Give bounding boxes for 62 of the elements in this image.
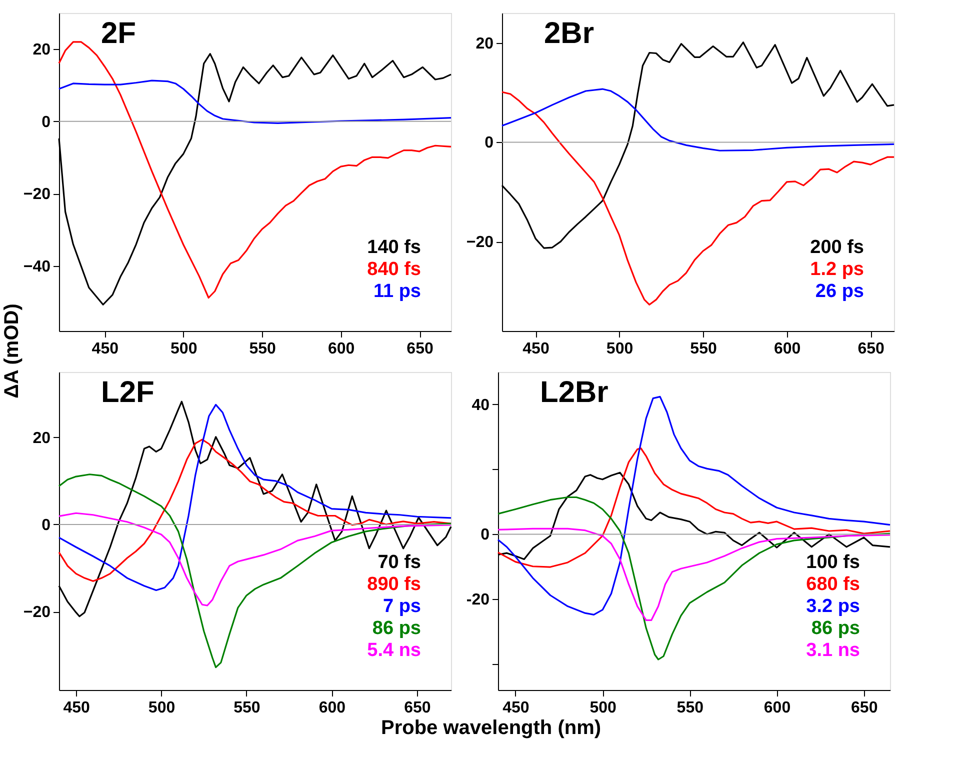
y-tick-label: −40 (23, 258, 51, 276)
x-tick-label: 500 (606, 340, 634, 358)
line-series (501, 88, 895, 152)
x-tick-label: 600 (318, 700, 346, 716)
text: 140 fs (367, 237, 421, 258)
y-tick-label: 0 (42, 114, 51, 131)
line-series (497, 447, 891, 568)
text: 11 ps (373, 281, 421, 302)
y-tick-label: 20 (32, 42, 51, 59)
text: 86 ps (811, 618, 860, 639)
text: 3.2 ps (806, 596, 860, 617)
text: 200 fs (810, 237, 864, 258)
text: 1.2 ps (810, 259, 864, 280)
x-tick-label: 550 (249, 340, 276, 358)
x-tick-label: 450 (92, 340, 119, 358)
y-tick-label: −20 (466, 234, 494, 252)
x-tick-label: 600 (764, 700, 791, 716)
x-tick-label: 500 (590, 700, 616, 716)
text: 840 fs (367, 259, 421, 280)
x-tick-label: 450 (522, 340, 550, 358)
text: 7 ps (382, 596, 421, 617)
x-tick-label: 550 (234, 700, 260, 716)
chart-title: 2F (101, 17, 136, 50)
x-tick-label: 450 (63, 700, 90, 716)
x-tick-label: 450 (502, 700, 530, 716)
text: 86 ps (372, 618, 421, 639)
y-tick-label: 20 (32, 430, 51, 447)
x-axis-title: Probe wavelength (nm) (380, 717, 602, 739)
line-series (58, 80, 452, 124)
chart-title: L2F (101, 376, 154, 409)
y-tick-label: -20 (466, 592, 490, 609)
text: 680 fs (806, 574, 860, 595)
text: 5.4 ns (367, 640, 421, 661)
x-tick-label: 650 (404, 700, 431, 716)
y-tick-label: 0 (484, 134, 494, 152)
y-tick-label: 0 (480, 526, 490, 544)
text: 26 ps (815, 281, 864, 302)
series-label: 100 fs (806, 552, 860, 573)
chart-title: 2Br (544, 17, 594, 50)
x-tick-label: 650 (406, 340, 434, 358)
x-tick-label: 500 (170, 340, 198, 358)
line-series (497, 496, 891, 660)
series-label: 70 fs (378, 552, 421, 573)
text: 3.1 ns (806, 640, 860, 661)
y-tick-label: 20 (476, 35, 494, 52)
y-tick-label: −20 (23, 604, 51, 622)
line-series (501, 91, 895, 306)
line-series (58, 474, 452, 668)
text: 890 fs (367, 574, 421, 595)
chart-title: L2Br (540, 376, 609, 409)
x-tick-label: 550 (690, 340, 717, 358)
y-axis-title: ΔA (mOD) (1, 304, 23, 398)
y-tick-label: 0 (42, 516, 51, 534)
x-tick-label: 550 (676, 700, 704, 716)
x-tick-label: 650 (851, 700, 878, 716)
x-tick-label: 600 (328, 340, 355, 358)
y-tick-label: 40 (472, 396, 490, 414)
x-tick-label: 650 (858, 340, 884, 358)
y-tick-label: −20 (23, 186, 51, 204)
x-tick-label: 600 (774, 340, 801, 358)
x-tick-label: 500 (148, 700, 176, 716)
line-series (497, 528, 891, 622)
